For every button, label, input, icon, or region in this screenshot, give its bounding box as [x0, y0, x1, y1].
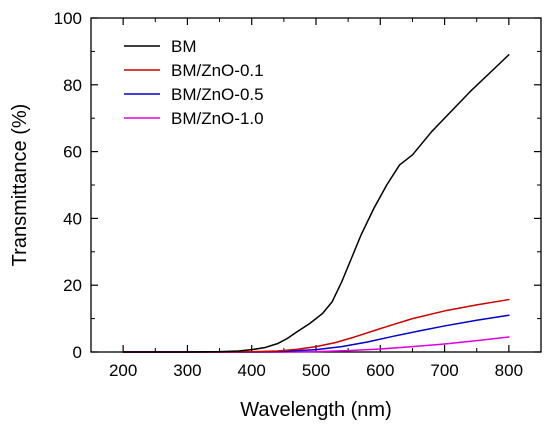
legend: BM BM/ZnO-0.1 BM/ZnO-0.5 BM/ZnO-1.0	[124, 37, 264, 128]
x-tick-label: 800	[495, 361, 523, 380]
x-tick-label: 600	[366, 361, 394, 380]
y-axis-title: Transmittance (%)	[9, 104, 31, 267]
series-line-bm-zno-1-0	[122, 336, 510, 353]
x-tick-label: 200	[109, 361, 137, 380]
y-tick-label: 60	[63, 143, 82, 162]
x-tick-label: 300	[173, 361, 201, 380]
series-line-bm	[122, 53, 510, 353]
plot-frame	[90, 17, 542, 353]
y-tick-label: 20	[63, 276, 82, 295]
legend-label: BM	[171, 37, 197, 56]
y-tick-label: 0	[73, 343, 82, 362]
y-tick-label: 40	[63, 209, 82, 228]
series-line-bm-zno-0-1	[122, 298, 510, 353]
y-tick-label: 100	[54, 9, 82, 28]
x-tick-label: 700	[430, 361, 458, 380]
x-tick-label: 500	[302, 361, 330, 380]
plot-series	[122, 53, 510, 353]
x-axis-title: Wavelength (nm)	[240, 399, 392, 421]
legend-label: BM/ZnO-1.0	[171, 109, 264, 128]
legend-label: BM/ZnO-0.1	[171, 61, 264, 80]
x-tick-label: 400	[238, 361, 266, 380]
y-tick-label: 80	[63, 76, 82, 95]
plot-axes: 200 300 400 500 600 700 800 0 20 40 60 80 100	[54, 9, 542, 380]
legend-label: BM/ZnO-0.5	[171, 85, 264, 104]
